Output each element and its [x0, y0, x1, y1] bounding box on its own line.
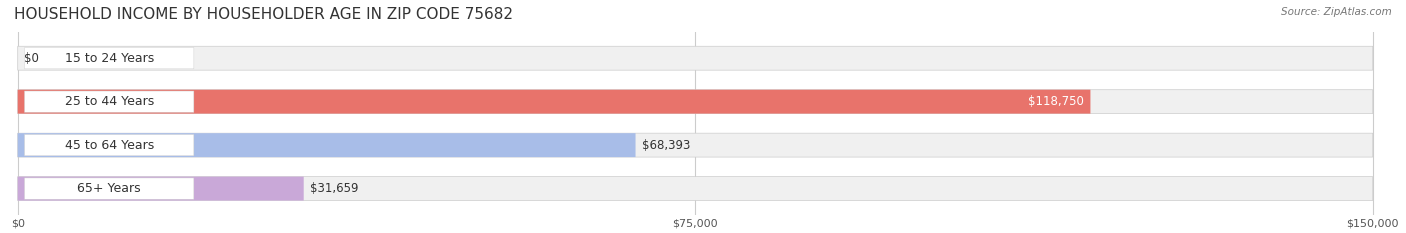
Text: $68,393: $68,393 [643, 139, 690, 152]
FancyBboxPatch shape [18, 46, 1372, 70]
FancyBboxPatch shape [24, 48, 194, 69]
FancyBboxPatch shape [18, 133, 1372, 157]
Text: 45 to 64 Years: 45 to 64 Years [65, 139, 153, 152]
Text: 15 to 24 Years: 15 to 24 Years [65, 52, 153, 65]
FancyBboxPatch shape [24, 91, 194, 112]
Text: 65+ Years: 65+ Years [77, 182, 141, 195]
Text: HOUSEHOLD INCOME BY HOUSEHOLDER AGE IN ZIP CODE 75682: HOUSEHOLD INCOME BY HOUSEHOLDER AGE IN Z… [14, 7, 513, 22]
FancyBboxPatch shape [18, 177, 304, 201]
FancyBboxPatch shape [24, 178, 194, 199]
Text: $31,659: $31,659 [311, 182, 359, 195]
FancyBboxPatch shape [18, 90, 1372, 114]
Text: $0: $0 [24, 52, 39, 65]
FancyBboxPatch shape [24, 134, 194, 156]
FancyBboxPatch shape [18, 177, 1372, 201]
Text: $118,750: $118,750 [1028, 95, 1084, 108]
Text: Source: ZipAtlas.com: Source: ZipAtlas.com [1281, 7, 1392, 17]
Text: 25 to 44 Years: 25 to 44 Years [65, 95, 153, 108]
FancyBboxPatch shape [18, 90, 1091, 114]
FancyBboxPatch shape [18, 133, 636, 157]
